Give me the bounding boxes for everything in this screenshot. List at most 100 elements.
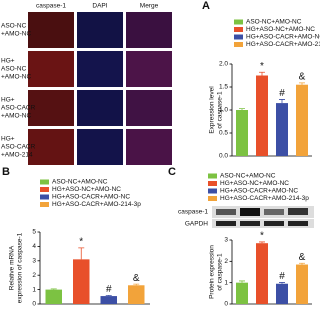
y-tick-label: 2 (32, 272, 36, 279)
legend-label: HG+ASO-CACR+AMO-NC (246, 34, 320, 41)
panel-label: B (2, 166, 10, 178)
legend-label: ASO-NC+AMO-NC (220, 173, 276, 180)
legend-label: HG+ASO-CACR+AMO-214-3p (246, 41, 320, 48)
bar (276, 103, 288, 156)
blot-label: caspase-1 (178, 209, 208, 216)
row-label: +AMO-214 (1, 152, 33, 159)
error-bar (239, 108, 245, 110)
legend-swatch (208, 181, 217, 186)
legend-swatch (234, 42, 243, 47)
y-axis-label: Expression level (209, 86, 216, 134)
y-tick-label: 0.5 (219, 130, 228, 137)
legend-label: HG+ASO-CACR+AMO-NC (220, 188, 298, 195)
row-label: ASO-CACR (1, 105, 36, 112)
column-header: Merge (140, 3, 159, 10)
y-tick-label: 2.0 (219, 61, 228, 68)
panel-label: A (202, 0, 210, 12)
y-tick-label: 2 (224, 258, 228, 265)
legend-label: HG+ASO-CACR+AMO-214-3p (52, 201, 141, 208)
annotation: # (279, 271, 285, 282)
bar (73, 259, 90, 304)
bar (296, 84, 308, 156)
bar (256, 75, 268, 156)
row-label: ASO-CACR (1, 144, 36, 151)
blot-label: GAPDH (185, 221, 208, 228)
legend-swatch (40, 187, 49, 192)
micrographs (28, 12, 172, 165)
annotation: & (299, 252, 306, 263)
y-tick-label: 5 (32, 229, 36, 236)
y-tick-label: 0.0 (219, 153, 228, 160)
y-axis-label: expression of caspase-1 (17, 232, 24, 303)
row-label: ASO-NC (1, 66, 27, 73)
annotation: * (79, 236, 83, 247)
error-bar (279, 99, 285, 104)
y-axis-label: of caspase-1 (217, 253, 224, 291)
y-tick-label: 1.0 (219, 107, 228, 114)
y-axis-label: of caspase-1 (217, 91, 224, 129)
error-bar (299, 82, 305, 85)
bar (236, 110, 248, 156)
y-axis-label: Protein expression (209, 245, 216, 299)
y-tick-label: 1 (224, 279, 228, 286)
blot: caspase-1 GAPDH (178, 206, 314, 228)
row-label: +AMO-NC (1, 74, 31, 81)
row-label: HG+ (1, 97, 15, 104)
row-label: ASO-NC (1, 23, 27, 30)
error-bar (299, 262, 305, 265)
legend-swatch (208, 188, 217, 194)
legend-label: HG+ASO-CACR+AMO-NC (52, 194, 130, 201)
error-bar (105, 294, 112, 297)
y-tick-label: 3 (224, 237, 228, 244)
error-bar (259, 241, 265, 244)
annotation: # (279, 88, 285, 99)
row-label: +AMO-NC (1, 113, 31, 120)
bar (296, 264, 308, 304)
legend-label: HG+ASO-CACR+AMO-214-3p (220, 195, 309, 202)
annotation: & (299, 72, 306, 83)
bar (276, 283, 288, 304)
y-tick-label: 1.5 (219, 84, 228, 91)
legend-swatch (208, 173, 217, 179)
error-bar (133, 283, 140, 286)
annotation: * (260, 61, 264, 72)
bar (236, 282, 248, 304)
row-label: HG+ (1, 136, 15, 143)
bar (45, 289, 62, 304)
legend-swatch (208, 196, 217, 201)
legend-swatch (234, 34, 243, 40)
bar (256, 243, 268, 304)
annotation: & (133, 273, 140, 284)
error-bar (279, 282, 285, 284)
legend-label: HG+ASO-NC+AMO-NC (246, 26, 315, 33)
legend-label: HG+ASO-NC+AMO-NC (220, 180, 289, 187)
legend-label: ASO-NC+AMO-NC (52, 179, 108, 186)
y-tick-label: 3 (32, 258, 36, 265)
panel-label: C (168, 166, 176, 178)
legend-swatch (234, 27, 243, 32)
legend-label: HG+ASO-NC+AMO-NC (52, 186, 121, 193)
legend-label: ASO-NC+AMO-NC (246, 19, 302, 26)
legend-swatch (40, 202, 49, 207)
error-bar (239, 280, 245, 283)
y-axis-label: Relative mRNA (9, 245, 16, 290)
bar (128, 285, 145, 304)
legend-swatch (40, 194, 49, 200)
row-label: HG+ (1, 58, 15, 65)
row-label: +AMO-NC (1, 31, 31, 38)
error-bar (50, 288, 57, 290)
column-header: DAPI (92, 3, 107, 10)
annotation: * (260, 231, 264, 242)
legend-swatch (234, 19, 243, 25)
bar (100, 296, 117, 304)
y-tick-label: 4 (32, 243, 36, 250)
column-header: caspase-1 (36, 3, 66, 10)
error-bar (259, 71, 265, 76)
y-tick-label: 1 (32, 286, 36, 293)
error-bar (78, 247, 85, 260)
y-tick-label: 0 (32, 301, 36, 308)
y-tick-label: 0 (224, 301, 228, 308)
legend-swatch (40, 179, 49, 185)
annotation: # (106, 284, 112, 295)
